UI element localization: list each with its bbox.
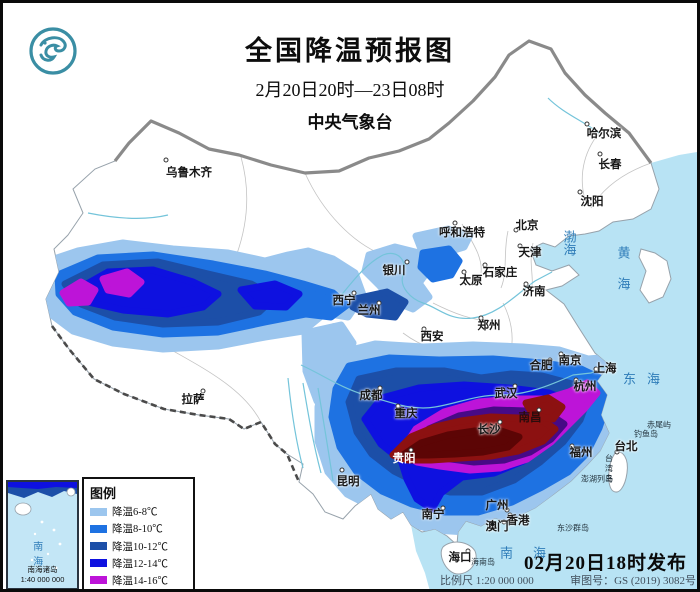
legend-title: 图例: [90, 486, 117, 501]
legend-item: 降温10-12℃: [90, 539, 187, 554]
rivers: [87, 97, 610, 482]
region-core-ge20: [399, 427, 523, 459]
inset-islands-label: 南海诸岛: [27, 565, 58, 574]
legend-item-label: 降温12-14℃: [112, 558, 168, 570]
cooling-regions: [46, 225, 635, 536]
map-meta: 比例尺 1:20 000 000 审图号：GS (2019) 3082号: [440, 572, 696, 588]
legend-item-label: 降温14-16℃: [112, 575, 168, 587]
map-scale: 比例尺 1:20 000 000: [440, 575, 534, 587]
legend-box: 图例 降温6-8℃ 降温8-10℃ 降温10-12℃ 降温12-14℃ 降温14-16℃…: [82, 477, 195, 589]
publish-time: 02月20日18时发布: [523, 553, 687, 574]
inset-islet: [58, 542, 62, 546]
legend-color-swatch: [90, 524, 107, 533]
legend-item: 降温12-14℃: [90, 556, 187, 571]
legend-color-swatch: [90, 576, 107, 585]
map-approval-number: 审图号：GS (2019) 3082号: [570, 575, 696, 587]
legend-rows: 降温6-8℃降温8-10℃降温10-12℃降温12-14℃降温14-16℃降温1…: [90, 504, 187, 589]
agency-name: 中央气象台: [307, 113, 393, 132]
taiwan-island: [608, 451, 628, 493]
page-title: 全国降温预报图: [245, 36, 455, 66]
inset-map: [8, 482, 77, 570]
songhua-river: [547, 97, 600, 134]
forecast-period: 2月20日20时—23日08时: [255, 80, 445, 100]
inset-hainan: [14, 502, 32, 516]
inset-islet: [33, 532, 37, 536]
southwest-river-2: [287, 377, 304, 469]
inset-taiwan: [66, 487, 76, 497]
legend-item: 降温8-10℃: [90, 521, 187, 536]
inset-islet: [54, 566, 58, 570]
northern-country-border: [113, 39, 653, 175]
legend-item-label: 降温8-10℃: [112, 524, 163, 536]
region-qinghai-12-14: [237, 280, 303, 311]
inset-islet: [52, 528, 56, 532]
region-west-14-16-a: [59, 278, 99, 307]
publisher-logo: [27, 25, 79, 82]
yangtze-river: [300, 364, 610, 409]
southwest-river-3: [317, 387, 334, 482]
legend-color-swatch: [90, 507, 107, 516]
region-shanxi-8-10: [417, 245, 463, 283]
southwest-river-1: [302, 382, 322, 474]
inset-coast-cooling-core: [8, 482, 77, 489]
yellow-river: [332, 252, 553, 320]
tarim-river: [87, 212, 169, 219]
south-china-sea-inset: 南海 南海诸岛 1:40 000 000: [6, 480, 79, 589]
dragon-logo-icon: [29, 27, 77, 75]
inset-sea-label: 南海: [33, 542, 52, 568]
legend-color-swatch: [90, 542, 107, 551]
legend-item: 降温14-16℃: [90, 573, 187, 588]
korea-landmass: [638, 248, 672, 304]
legend-item: 降温6-8℃: [90, 504, 187, 519]
map-titles: 全国降温预报图 2月20日20时—23日08时 中央气象台: [3, 29, 697, 133]
region-west-14-16-b: [99, 268, 145, 298]
region-jiangxi-18-20: [522, 394, 566, 423]
region-hohhot-6-8: [412, 225, 474, 258]
legend-item-label: 降温6-8℃: [112, 507, 158, 519]
legend-item-label: 降温10-12℃: [112, 541, 168, 553]
inset-islet: [30, 558, 34, 562]
inset-scale: 1:40 000 000: [20, 575, 65, 584]
inset-islet: [40, 520, 44, 524]
legend-color-swatch: [90, 559, 107, 568]
region-lanzhou-10-12: [349, 288, 409, 321]
himalaya-border: [50, 325, 301, 483]
region-yinchuan-6-8: [361, 243, 435, 313]
inset-islet: [46, 552, 50, 556]
